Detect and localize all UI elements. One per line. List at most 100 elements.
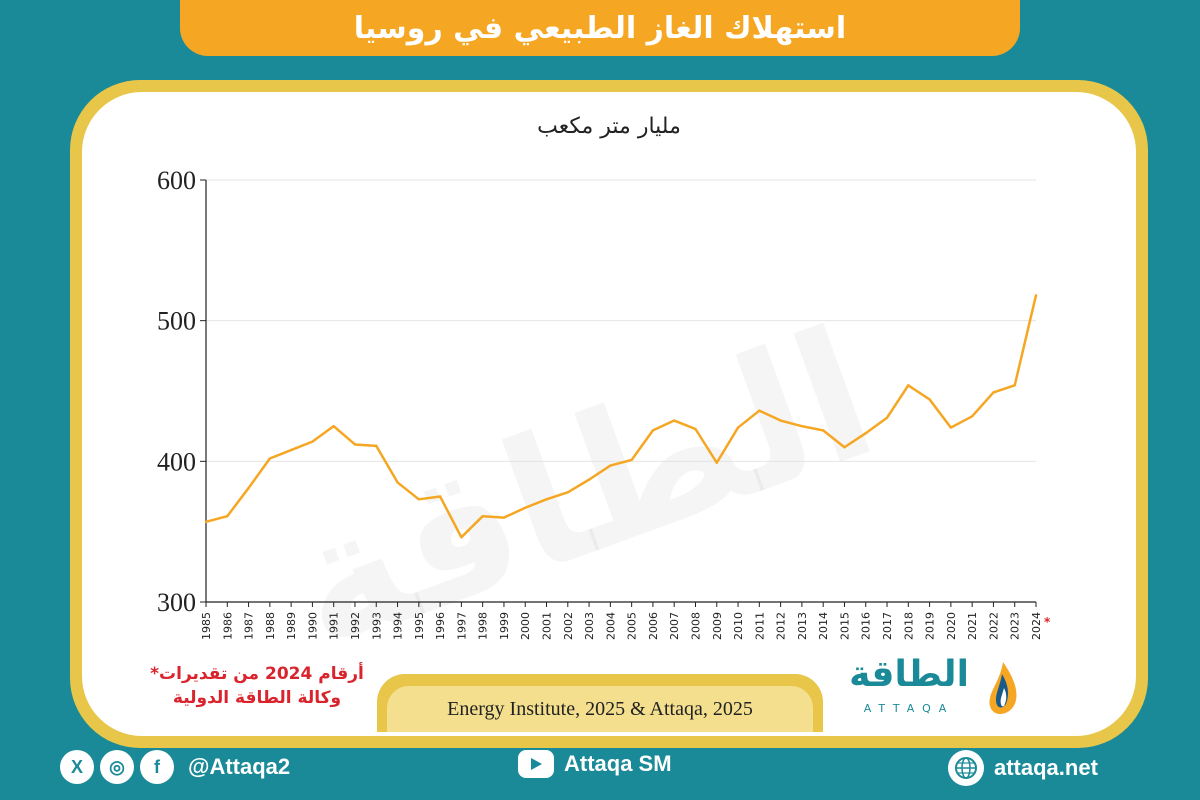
footnote: *أرقام 2024 من تقديرات وكالة الطاقة الدو…	[122, 662, 392, 710]
x-tick-label: 2012	[775, 612, 788, 640]
x-tick-label: 2021	[966, 612, 979, 640]
page-title-text: استهلاك الغاز الطبيعي في روسيا	[353, 10, 847, 46]
data-point	[311, 440, 314, 443]
data-point	[566, 491, 569, 494]
y-tick-label: 600	[157, 166, 196, 195]
x-tick-label: 1990	[306, 612, 319, 640]
x-tick-label: 2004	[604, 612, 617, 640]
x-tick-label: 2015	[838, 612, 851, 640]
data-point	[949, 426, 953, 429]
y-unit-label: مليار متر مكعب	[537, 114, 681, 139]
x-icon[interactable]: X	[60, 750, 94, 784]
x-tick-label: 2001	[541, 612, 554, 640]
youtube-icon	[518, 750, 554, 778]
x-tick-label: 1985	[200, 612, 213, 640]
logo-name: الطاقة	[849, 654, 969, 695]
data-point	[204, 520, 208, 524]
data-point	[1034, 294, 1038, 297]
data-point	[524, 506, 527, 509]
x-tick-label: 1987	[243, 612, 256, 640]
data-point	[928, 398, 931, 401]
footnote-line-2: وكالة الطاقة الدولية	[172, 688, 342, 708]
website-link[interactable]: attaqa.net	[948, 750, 1098, 786]
page-title: استهلاك الغاز الطبيعي في روسيا	[180, 0, 1020, 56]
x-tick-label: 1993	[370, 612, 383, 640]
data-point	[758, 409, 761, 412]
youtube-link[interactable]: Attaqa SM	[518, 750, 672, 778]
data-point	[800, 424, 804, 428]
x-tick-label: 2010	[732, 612, 745, 640]
x-tick-label: 2011	[753, 612, 766, 640]
social-handle[interactable]: @Attaqa2	[188, 754, 291, 779]
source-text: Energy Institute, 2025 & Attaqa, 2025	[387, 686, 813, 732]
data-point	[907, 384, 910, 387]
data-point	[715, 461, 718, 464]
x-footnote-marker: *	[1044, 615, 1051, 629]
x-tick-label: 2008	[689, 612, 702, 640]
x-tick-label: 2013	[796, 612, 809, 640]
data-point	[332, 424, 335, 428]
data-point	[481, 514, 484, 518]
x-tick-label: 2023	[1009, 612, 1022, 640]
instagram-icon[interactable]: ◎	[100, 750, 134, 784]
data-point	[992, 391, 995, 394]
x-tick-label: 2009	[711, 612, 724, 640]
x-tick-label: 2006	[647, 612, 660, 640]
x-tick-label: 1995	[413, 612, 426, 640]
data-point	[779, 419, 782, 422]
source-box: Energy Institute, 2025 & Attaqa, 2025	[377, 674, 823, 732]
line-chart: 300 400 500 600 1985 1986 1987 1988 1989 1990 1991…	[157, 166, 1051, 640]
data-point	[651, 429, 655, 432]
x-tick-label: 1994	[392, 612, 405, 640]
data-point	[843, 446, 846, 449]
flame-drop-icon	[989, 662, 1017, 714]
data-point	[736, 426, 740, 429]
data-point	[1013, 384, 1016, 387]
website-url: attaqa.net	[994, 755, 1098, 780]
data-point	[864, 432, 867, 435]
x-tick-label: 1991	[328, 612, 341, 640]
x-tick-label: 1988	[264, 612, 277, 640]
x-tick-label: 1989	[285, 612, 298, 640]
data-point	[502, 516, 506, 519]
data-point	[438, 495, 442, 498]
x-tick-label: 2005	[626, 612, 639, 640]
x-tick-label: 1997	[455, 612, 468, 640]
data-point	[694, 427, 697, 431]
chart-card: الطاقة مليار متر مكعب 300 400 500 600 1985 19…	[82, 92, 1136, 736]
facebook-icon[interactable]: f	[140, 750, 174, 784]
data-point	[970, 415, 974, 418]
x-tick-label: 2016	[860, 612, 873, 640]
x-tick-label: 2017	[881, 612, 894, 640]
data-point	[587, 478, 591, 481]
x-tick-label: 2003	[583, 612, 596, 640]
series-line	[205, 295, 1038, 539]
x-tick-label: 2020	[945, 612, 958, 640]
x-tick-label: 1986	[221, 612, 234, 640]
y-tick-label: 500	[157, 307, 196, 336]
logo-subtitle: ATTAQA	[863, 702, 955, 715]
data-point	[885, 416, 889, 419]
footnote-line-1: *أرقام 2024 من تقديرات	[150, 664, 364, 684]
data-point	[289, 448, 293, 452]
data-point	[247, 486, 250, 490]
x-tick-label: 2024	[1030, 612, 1043, 640]
data-point	[460, 536, 463, 539]
social-links: X ◎ f @Attaqa2	[60, 750, 290, 784]
watermark: الطاقة	[264, 290, 899, 691]
data-point	[821, 429, 825, 432]
x-tick-label: 2018	[902, 612, 915, 640]
data-point	[353, 443, 357, 446]
attaqa-logo: الطاقة ATTAQA	[834, 654, 1034, 724]
globe-icon	[948, 750, 984, 786]
x-tick-label: 2002	[562, 612, 575, 640]
data-point	[375, 444, 378, 448]
x-tick-label: 1992	[349, 612, 362, 640]
data-point	[268, 457, 272, 460]
y-tick-label: 400	[157, 447, 196, 476]
x-tick-label: 1999	[498, 612, 511, 640]
data-point	[609, 464, 612, 467]
y-tick-label: 300	[157, 588, 196, 617]
footer: X ◎ f @Attaqa2 Attaqa SM attaqa.net	[0, 740, 1200, 800]
x-tick-label: 2019	[924, 612, 937, 640]
